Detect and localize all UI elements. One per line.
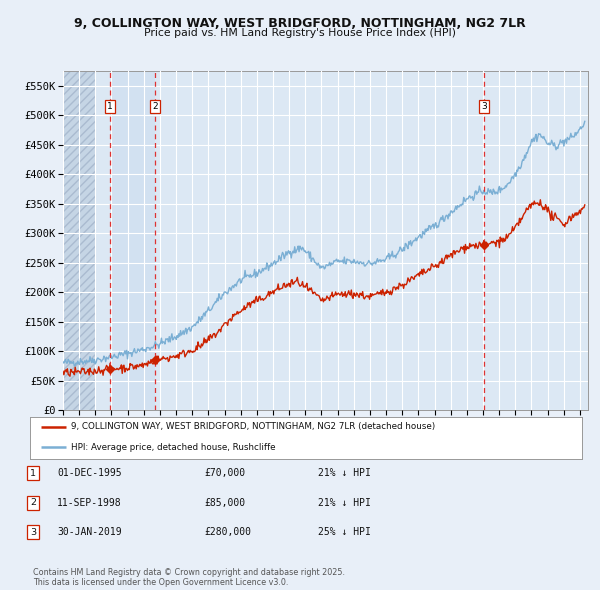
- Text: 3: 3: [30, 527, 36, 537]
- Bar: [110, 71, 155, 410]
- Text: £70,000: £70,000: [204, 468, 245, 478]
- Text: 25% ↓ HPI: 25% ↓ HPI: [318, 527, 371, 537]
- Text: £280,000: £280,000: [204, 527, 251, 537]
- Text: 01-DEC-1995: 01-DEC-1995: [57, 468, 122, 478]
- Text: 1: 1: [30, 468, 36, 478]
- Text: 9, COLLINGTON WAY, WEST BRIDGFORD, NOTTINGHAM, NG2 7LR (detached house): 9, COLLINGTON WAY, WEST BRIDGFORD, NOTTI…: [71, 422, 436, 431]
- Text: 3: 3: [481, 102, 487, 111]
- Bar: [63, 71, 95, 410]
- Text: 2: 2: [152, 102, 158, 111]
- Text: 21% ↓ HPI: 21% ↓ HPI: [318, 498, 371, 507]
- Text: 2: 2: [30, 498, 36, 507]
- Text: £85,000: £85,000: [204, 498, 245, 507]
- Text: 1: 1: [107, 102, 113, 111]
- Text: 30-JAN-2019: 30-JAN-2019: [57, 527, 122, 537]
- Text: HPI: Average price, detached house, Rushcliffe: HPI: Average price, detached house, Rush…: [71, 442, 276, 451]
- Text: Price paid vs. HM Land Registry's House Price Index (HPI): Price paid vs. HM Land Registry's House …: [144, 28, 456, 38]
- Text: Contains HM Land Registry data © Crown copyright and database right 2025.
This d: Contains HM Land Registry data © Crown c…: [33, 568, 345, 587]
- Text: 11-SEP-1998: 11-SEP-1998: [57, 498, 122, 507]
- Text: 21% ↓ HPI: 21% ↓ HPI: [318, 468, 371, 478]
- Text: 9, COLLINGTON WAY, WEST BRIDGFORD, NOTTINGHAM, NG2 7LR: 9, COLLINGTON WAY, WEST BRIDGFORD, NOTTI…: [74, 17, 526, 30]
